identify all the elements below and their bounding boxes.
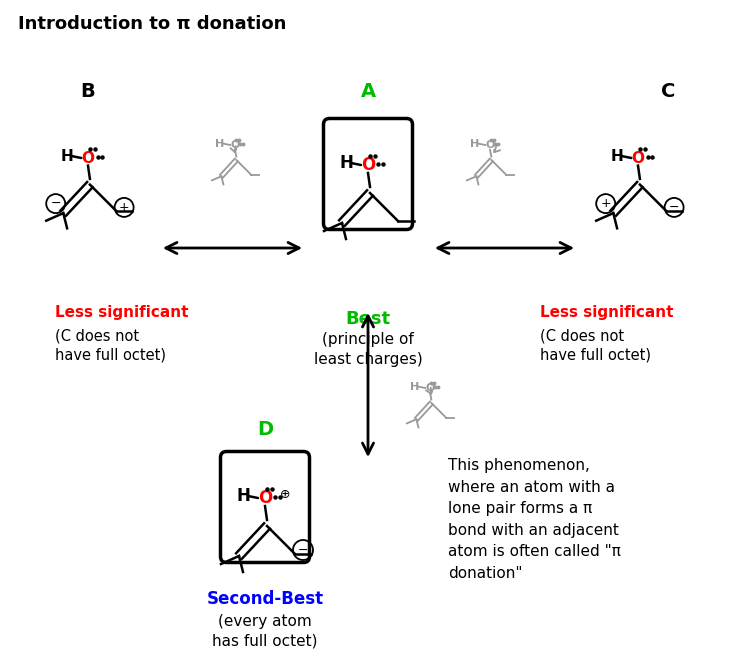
Text: C: C bbox=[661, 82, 675, 101]
Text: (C does not
have full octet): (C does not have full octet) bbox=[55, 328, 166, 362]
Text: Less significant: Less significant bbox=[55, 305, 188, 320]
Text: −: − bbox=[298, 543, 308, 557]
Text: (principle of
least charges): (principle of least charges) bbox=[314, 332, 422, 366]
Text: O: O bbox=[425, 383, 435, 393]
FancyBboxPatch shape bbox=[221, 452, 310, 563]
Text: O: O bbox=[230, 140, 240, 150]
Text: −: − bbox=[669, 201, 679, 214]
Text: H: H bbox=[61, 149, 74, 163]
Text: A: A bbox=[361, 82, 375, 101]
FancyArrowPatch shape bbox=[230, 146, 236, 152]
Text: Best: Best bbox=[345, 310, 391, 328]
Text: +: + bbox=[601, 197, 611, 210]
Text: H: H bbox=[339, 154, 353, 172]
Text: B: B bbox=[81, 82, 96, 101]
Text: Introduction to π donation: Introduction to π donation bbox=[18, 15, 286, 33]
Text: (every atom
has full octet): (every atom has full octet) bbox=[212, 614, 318, 649]
Text: O: O bbox=[361, 156, 375, 174]
Text: ⊕: ⊕ bbox=[280, 488, 290, 500]
Text: O: O bbox=[631, 151, 645, 165]
Text: D: D bbox=[257, 420, 273, 439]
Text: H: H bbox=[216, 139, 224, 149]
Text: (C does not
have full octet): (C does not have full octet) bbox=[540, 328, 651, 362]
Text: This phenomenon,
where an atom with a
lone pair forms a π
bond with an adjacent
: This phenomenon, where an atom with a lo… bbox=[448, 458, 621, 581]
Text: H: H bbox=[611, 149, 623, 163]
Text: O: O bbox=[82, 151, 94, 165]
Text: Second-Best: Second-Best bbox=[206, 590, 324, 608]
Text: H: H bbox=[236, 487, 250, 505]
Text: +: + bbox=[118, 201, 130, 214]
FancyArrowPatch shape bbox=[426, 387, 432, 394]
FancyBboxPatch shape bbox=[324, 119, 412, 230]
Text: Less significant: Less significant bbox=[540, 305, 673, 320]
Text: −: − bbox=[51, 197, 61, 210]
Text: O: O bbox=[485, 140, 495, 150]
Text: H: H bbox=[470, 139, 480, 149]
FancyArrowPatch shape bbox=[495, 146, 500, 152]
Text: H: H bbox=[411, 382, 420, 392]
Text: O: O bbox=[258, 489, 272, 507]
